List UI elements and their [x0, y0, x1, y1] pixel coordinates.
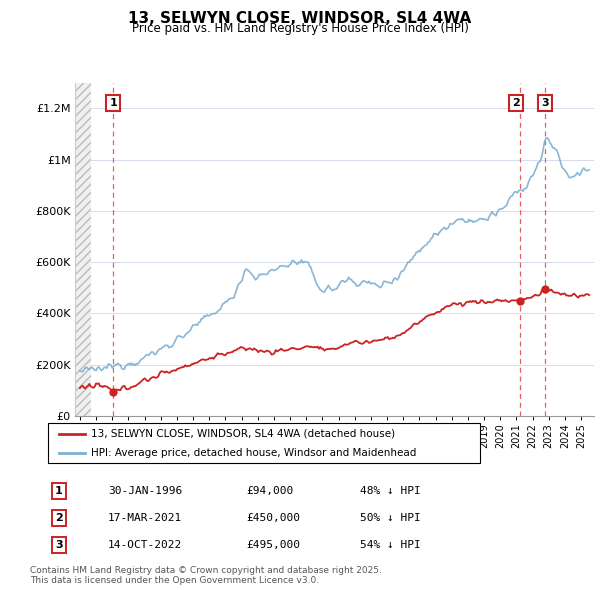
Text: £495,000: £495,000: [246, 540, 300, 550]
Text: 2: 2: [55, 513, 62, 523]
Text: 13, SELWYN CLOSE, WINDSOR, SL4 4WA: 13, SELWYN CLOSE, WINDSOR, SL4 4WA: [128, 11, 472, 25]
Text: 3: 3: [55, 540, 62, 550]
Text: 54% ↓ HPI: 54% ↓ HPI: [360, 540, 421, 550]
Text: Contains HM Land Registry data © Crown copyright and database right 2025.
This d: Contains HM Land Registry data © Crown c…: [30, 566, 382, 585]
Text: 17-MAR-2021: 17-MAR-2021: [108, 513, 182, 523]
Text: 3: 3: [542, 98, 549, 108]
Text: 30-JAN-1996: 30-JAN-1996: [108, 486, 182, 496]
Text: £450,000: £450,000: [246, 513, 300, 523]
Text: 50% ↓ HPI: 50% ↓ HPI: [360, 513, 421, 523]
Text: HPI: Average price, detached house, Windsor and Maidenhead: HPI: Average price, detached house, Wind…: [91, 448, 416, 458]
Text: 1: 1: [55, 486, 62, 496]
Text: Price paid vs. HM Land Registry's House Price Index (HPI): Price paid vs. HM Land Registry's House …: [131, 22, 469, 35]
Text: 48% ↓ HPI: 48% ↓ HPI: [360, 486, 421, 496]
Text: £94,000: £94,000: [246, 486, 293, 496]
Text: 2: 2: [512, 98, 520, 108]
Text: 13, SELWYN CLOSE, WINDSOR, SL4 4WA (detached house): 13, SELWYN CLOSE, WINDSOR, SL4 4WA (deta…: [91, 429, 395, 439]
Text: 14-OCT-2022: 14-OCT-2022: [108, 540, 182, 550]
Text: 1: 1: [110, 98, 118, 108]
